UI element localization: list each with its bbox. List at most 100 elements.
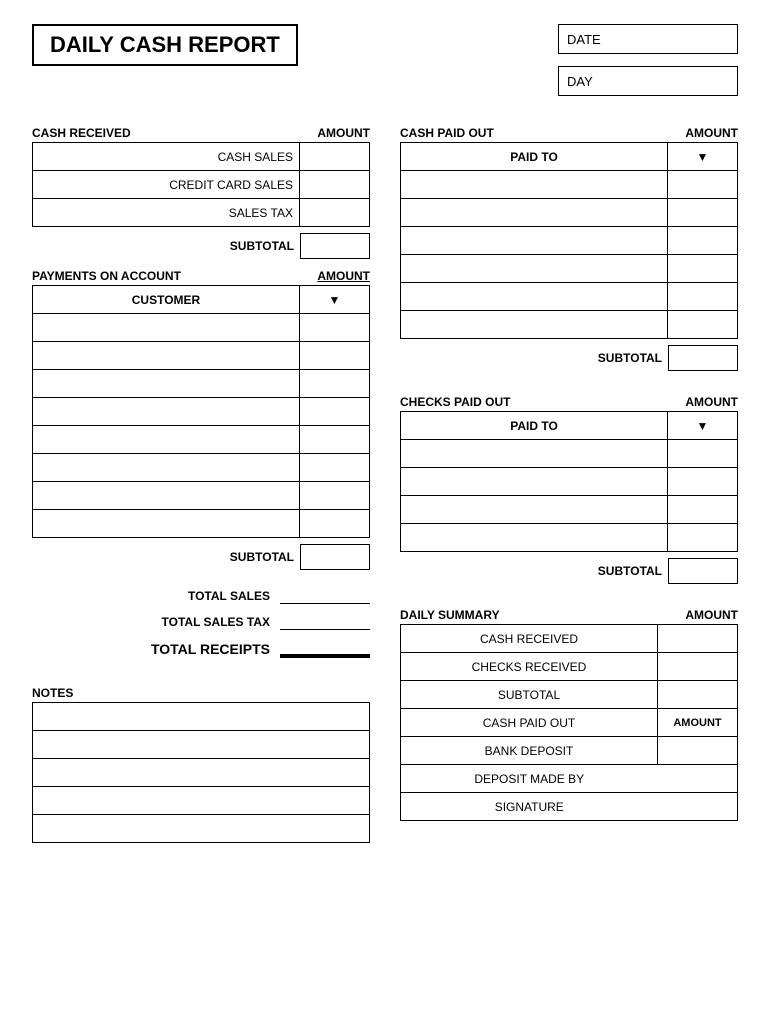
amount-cell[interactable]: [300, 398, 370, 426]
total-receipts-value[interactable]: [280, 640, 370, 658]
payments-account-table: CUSTOMER ▼: [32, 285, 370, 538]
cash-paid-subtotal-box[interactable]: [668, 345, 738, 371]
paid-to-cell[interactable]: [401, 468, 668, 496]
notes-table: [32, 702, 370, 843]
cash-received-header: CASH RECEIVED: [32, 126, 131, 140]
checks-subtotal-box[interactable]: [668, 558, 738, 584]
notes-header: NOTES: [32, 686, 370, 700]
customer-cell[interactable]: [33, 314, 300, 342]
amount-header: AMOUNT: [317, 126, 370, 140]
summary-amount-label: AMOUNT: [658, 709, 738, 737]
paid-to-header: PAID TO: [401, 143, 668, 171]
paid-to-cell[interactable]: [401, 227, 668, 255]
summary-amount[interactable]: [658, 681, 738, 709]
amount-cell[interactable]: [300, 342, 370, 370]
customer-cell[interactable]: [33, 482, 300, 510]
summary-checks-received: CHECKS RECEIVED: [401, 653, 658, 681]
summary-bank-deposit: BANK DEPOSIT: [401, 737, 658, 765]
total-sales-tax-value[interactable]: [280, 614, 370, 630]
amount-cell[interactable]: [668, 255, 738, 283]
summary-signature: SIGNATURE: [401, 793, 658, 821]
summary-amount[interactable]: [658, 625, 738, 653]
notes-row[interactable]: [33, 731, 370, 759]
customer-cell[interactable]: [33, 454, 300, 482]
checks-subtotal-label: SUBTOTAL: [598, 564, 662, 578]
amount-cell[interactable]: [668, 171, 738, 199]
paid-to-cell[interactable]: [401, 524, 668, 552]
payments-account-header: PAYMENTS ON ACCOUNT: [32, 269, 181, 283]
summary-amount-header: AMOUNT: [685, 608, 738, 622]
customer-cell[interactable]: [33, 510, 300, 538]
amount-cell[interactable]: [300, 370, 370, 398]
summary-amount[interactable]: [658, 653, 738, 681]
amount-cell[interactable]: [668, 283, 738, 311]
sort-arrow-icon[interactable]: ▼: [300, 286, 370, 314]
cash-paid-out-header: CASH PAID OUT: [400, 126, 494, 140]
payments-subtotal-label: SUBTOTAL: [230, 550, 294, 564]
daily-summary-header: DAILY SUMMARY: [400, 608, 500, 622]
paid-to-cell[interactable]: [401, 199, 668, 227]
sort-arrow-icon[interactable]: ▼: [668, 143, 738, 171]
payments-amount-header: AMOUNT: [317, 269, 370, 283]
cash-paid-out-table: PAID TO ▼: [400, 142, 738, 339]
sales-tax-label: SALES TAX: [33, 199, 300, 227]
cash-sales-label: CASH SALES: [33, 143, 300, 171]
amount-cell[interactable]: [300, 454, 370, 482]
summary-amount[interactable]: [658, 737, 738, 765]
credit-card-label: CREDIT CARD SALES: [33, 171, 300, 199]
notes-row[interactable]: [33, 759, 370, 787]
amount-cell[interactable]: [668, 524, 738, 552]
cash-received-table: CASH SALES CREDIT CARD SALES SALES TAX: [32, 142, 370, 227]
customer-cell[interactable]: [33, 398, 300, 426]
notes-row[interactable]: [33, 787, 370, 815]
amount-cell[interactable]: [300, 426, 370, 454]
paid-to-cell[interactable]: [401, 496, 668, 524]
customer-cell[interactable]: [33, 370, 300, 398]
checks-paid-out-table: PAID TO ▼: [400, 411, 738, 552]
total-sales-label: TOTAL SALES: [188, 589, 270, 603]
paid-to-cell[interactable]: [401, 311, 668, 339]
amount-cell[interactable]: [668, 199, 738, 227]
date-field[interactable]: DATE: [558, 24, 738, 54]
amount-cell[interactable]: [668, 496, 738, 524]
cash-paid-subtotal-label: SUBTOTAL: [598, 351, 662, 365]
sort-arrow-icon[interactable]: ▼: [668, 412, 738, 440]
paid-to-cell[interactable]: [401, 171, 668, 199]
report-title: DAILY CASH REPORT: [32, 24, 298, 66]
amount-cell[interactable]: [300, 482, 370, 510]
paid-to-cell[interactable]: [401, 283, 668, 311]
total-sales-tax-label: TOTAL SALES TAX: [162, 615, 270, 629]
deposit-by-value[interactable]: [658, 765, 738, 793]
cash-received-subtotal-label: SUBTOTAL: [230, 239, 294, 253]
daily-summary-table: CASH RECEIVED CHECKS RECEIVED SUBTOTAL C…: [400, 624, 738, 821]
cash-received-subtotal-box[interactable]: [300, 233, 370, 259]
checks-paid-to-header: PAID TO: [401, 412, 668, 440]
cash-paid-amount-header: AMOUNT: [685, 126, 738, 140]
amount-cell[interactable]: [668, 440, 738, 468]
day-field[interactable]: DAY: [558, 66, 738, 96]
credit-card-amount[interactable]: [300, 171, 370, 199]
customer-header: CUSTOMER: [33, 286, 300, 314]
checks-amount-header: AMOUNT: [685, 395, 738, 409]
notes-row[interactable]: [33, 703, 370, 731]
summary-deposit-by: DEPOSIT MADE BY: [401, 765, 658, 793]
customer-cell[interactable]: [33, 342, 300, 370]
paid-to-cell[interactable]: [401, 255, 668, 283]
summary-cash-received: CASH RECEIVED: [401, 625, 658, 653]
amount-cell[interactable]: [300, 314, 370, 342]
cash-sales-amount[interactable]: [300, 143, 370, 171]
summary-subtotal: SUBTOTAL: [401, 681, 658, 709]
sales-tax-amount[interactable]: [300, 199, 370, 227]
checks-paid-header: CHECKS PAID OUT: [400, 395, 510, 409]
amount-cell[interactable]: [668, 311, 738, 339]
customer-cell[interactable]: [33, 426, 300, 454]
total-sales-value[interactable]: [280, 588, 370, 604]
amount-cell[interactable]: [668, 468, 738, 496]
amount-cell[interactable]: [668, 227, 738, 255]
amount-cell[interactable]: [300, 510, 370, 538]
notes-row[interactable]: [33, 815, 370, 843]
total-receipts-label: TOTAL RECEIPTS: [151, 641, 270, 657]
paid-to-cell[interactable]: [401, 440, 668, 468]
payments-subtotal-box[interactable]: [300, 544, 370, 570]
signature-value[interactable]: [658, 793, 738, 821]
